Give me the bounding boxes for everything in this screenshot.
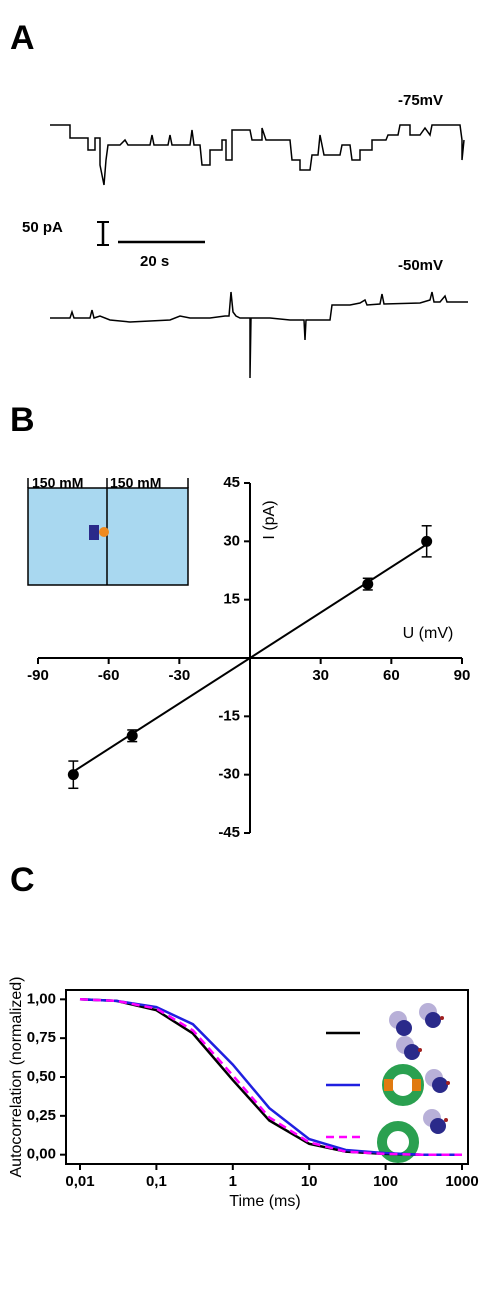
inset-chamber: [27, 487, 189, 586]
y-tick-label: 15: [223, 591, 240, 608]
x-tick-label: 90: [454, 667, 471, 684]
y-axis-label: Autocorrelation (normalized): [8, 977, 25, 1178]
trace-label: -75mV: [398, 92, 443, 109]
plot-frame: [65, 989, 469, 1165]
y-tick-label: -30: [218, 766, 240, 783]
data-point: [421, 535, 433, 547]
panel-label: A: [10, 19, 35, 57]
y-axis-label: I (pA): [261, 500, 278, 539]
inset-protein: [89, 525, 99, 540]
x-tick-label: 100: [373, 1173, 398, 1190]
y-tick-label: -45: [218, 824, 240, 841]
scale-label: 20 s: [140, 253, 169, 270]
inset-label: 150 mM: [110, 475, 161, 491]
y-tick-label: 0,75: [27, 1029, 56, 1046]
x-tick-label: 0,1: [146, 1173, 167, 1190]
series-line: [79, 998, 462, 1156]
legend-icon: [389, 1003, 444, 1060]
x-tick-label: 1: [229, 1173, 237, 1190]
current-trace: [50, 124, 465, 186]
scale-label: 50 pA: [22, 219, 63, 236]
data-point: [126, 730, 138, 742]
x-axis-label: U (mV): [403, 625, 454, 642]
y-tick-label: 1,00: [27, 990, 56, 1007]
legend-icon: [377, 1109, 448, 1163]
y-tick-label: 0,25: [27, 1107, 56, 1124]
series-line: [79, 998, 462, 1156]
x-tick-label: -90: [27, 667, 49, 684]
legend-icon: [382, 1064, 450, 1106]
x-tick-label: 60: [383, 667, 400, 684]
x-tick-label: -60: [98, 667, 120, 684]
y-tick-label: 0,00: [27, 1146, 56, 1163]
x-tick-label: -30: [168, 667, 190, 684]
y-tick-label: 30: [223, 532, 240, 549]
y-tick-label: 0,50: [27, 1068, 56, 1085]
inset-label: 150 mM: [32, 475, 83, 491]
x-axis-label: Time (ms): [229, 1193, 300, 1210]
panel-label: C: [10, 861, 35, 899]
trace-label: -50mV: [398, 257, 443, 274]
data-point: [67, 769, 79, 781]
y-tick-label: -15: [218, 707, 240, 724]
x-tick-label: 1000: [445, 1173, 478, 1190]
inset-protein: [99, 527, 109, 537]
y-tick-label: 45: [223, 474, 240, 491]
panel-label: B: [10, 401, 35, 439]
x-tick-label: 30: [312, 667, 329, 684]
x-tick-label: 0,01: [65, 1173, 94, 1190]
current-trace: [50, 291, 468, 379]
x-tick-label: 10: [301, 1173, 318, 1190]
data-point: [362, 578, 374, 590]
